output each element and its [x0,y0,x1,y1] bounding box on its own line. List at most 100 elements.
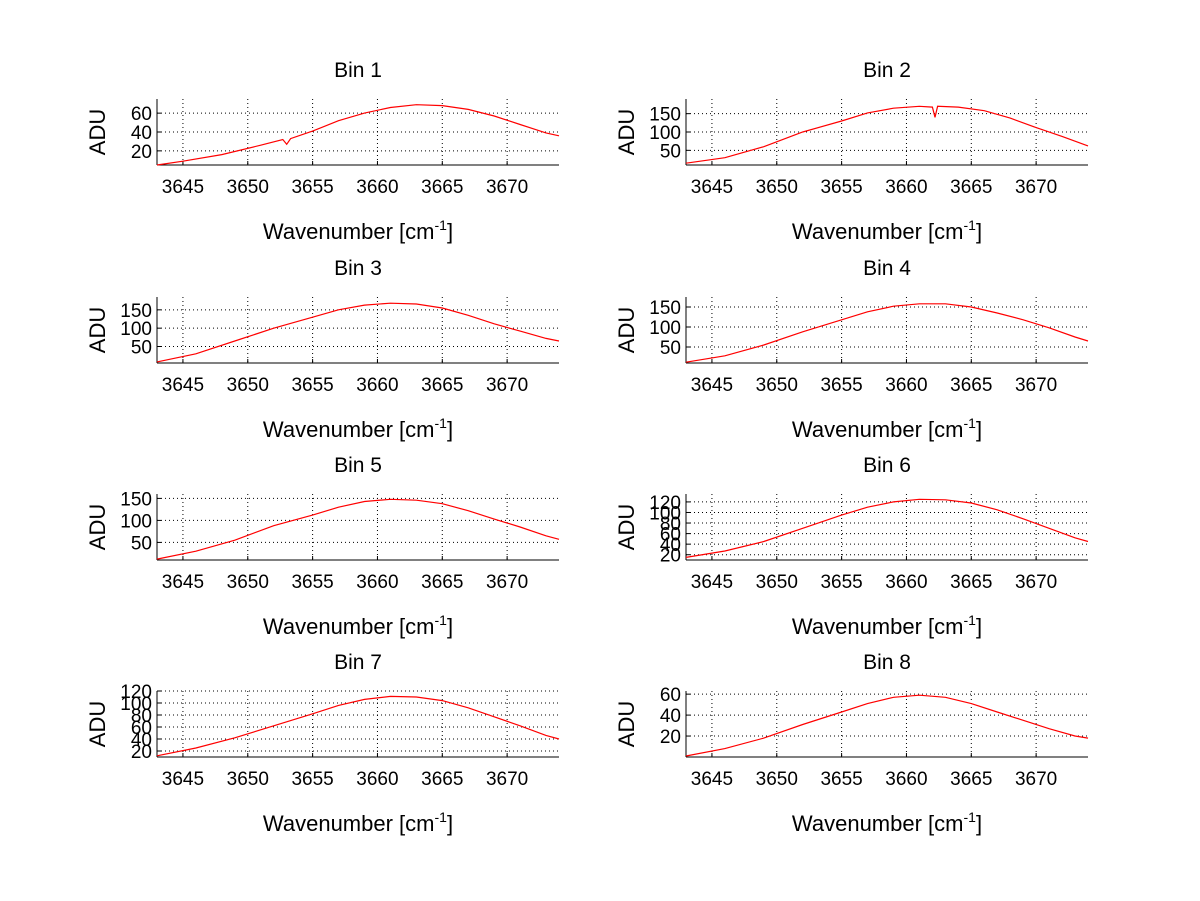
y-tick-label: 60 [660,525,681,546]
x-axis-label-superscript: -1 [964,612,977,628]
y-tick-label: 40 [660,535,681,556]
y-axis-label: ADU [614,504,639,550]
x-tick-label: 3650 [227,375,269,396]
x-tick-label: 3660 [885,572,927,593]
y-tick-label: 100 [649,318,681,339]
y-tick-label: 40 [660,706,681,727]
y-tick-label: 100 [120,319,152,340]
subplot-title: Bin 2 [863,59,911,82]
y-axis-label: ADU [614,109,639,155]
x-axis-label-end: ] [976,219,982,244]
x-tick-label: 3655 [291,572,333,593]
x-tick-label: 3670 [486,769,528,790]
series-line-1 [685,105,1089,164]
subplot-6: Bin 6 3645 3650 3655 3660 3665 3670 20406080100… [614,454,1089,639]
y-tick-label: 20 [131,742,152,763]
x-tick-label: 3665 [421,769,463,790]
y-axis-label: ADU [85,307,110,353]
x-tick-label: 3655 [291,375,333,396]
x-axis-label-end: ] [447,811,453,836]
x-axis-label: Wavenumber [cm-1] [263,809,453,836]
y-tick-label: 120 [649,493,681,514]
x-tick-label: 3650 [756,375,798,396]
x-tick-label: 3670 [1015,375,1057,396]
x-axis-label-main: Wavenumber [cm [263,614,435,639]
y-tick-label: 40 [131,123,152,144]
x-tick-label: 3670 [486,177,528,198]
x-axis-label-superscript: -1 [435,217,448,233]
x-tick-label: 3650 [227,177,269,198]
x-tick-label: 3665 [950,572,992,593]
y-tick-label: 80 [660,514,681,535]
y-axis-label: ADU [85,109,110,155]
y-tick-label: 60 [660,685,681,706]
x-axis-label-end: ] [976,417,982,442]
subplot-title: Bin 5 [334,454,382,477]
y-axis-label: ADU [85,504,110,550]
x-tick-label: 3665 [950,177,992,198]
x-axis-label: Wavenumber [cm-1] [263,612,453,639]
x-tick-label: 3660 [885,177,927,198]
x-tick-label: 3655 [291,769,333,790]
x-tick-label: 3655 [820,177,862,198]
subplot-title: Bin 4 [863,257,911,280]
series-line-1 [685,694,1089,757]
y-tick-label: 100 [649,123,681,144]
x-tick-label: 3655 [291,177,333,198]
y-tick-label: 40 [131,730,152,751]
y-tick-label: 80 [131,706,152,727]
x-axis-label-main: Wavenumber [cm [792,614,964,639]
x-tick-label: 3655 [820,572,862,593]
x-tick-label: 3645 [691,177,733,198]
x-tick-label: 3665 [950,375,992,396]
x-tick-label: 3650 [756,177,798,198]
y-tick-label: 150 [120,489,152,510]
x-axis-label-end: ] [447,614,453,639]
series-line-1 [156,498,560,560]
x-tick-label: 3660 [356,572,398,593]
x-axis-label-superscript: -1 [435,415,448,431]
x-tick-label: 3655 [820,769,862,790]
y-tick-label: 60 [131,718,152,739]
y-axis-label: ADU [614,307,639,353]
x-tick-label: 3645 [691,769,733,790]
y-tick-label: 60 [131,104,152,125]
x-axis-label-end: ] [976,811,982,836]
y-tick-label: 20 [131,142,152,163]
x-tick-label: 3670 [1015,769,1057,790]
y-tick-label: 50 [660,338,681,359]
x-axis-label: Wavenumber [cm-1] [263,415,453,442]
subplot-title: Bin 8 [863,651,911,674]
x-axis-label: Wavenumber [cm-1] [792,415,982,442]
x-axis-label-end: ] [447,417,453,442]
x-tick-label: 3660 [356,177,398,198]
subplot-title: Bin 6 [863,454,911,477]
x-tick-label: 3665 [950,769,992,790]
y-tick-label: 20 [660,546,681,567]
x-tick-label: 3650 [756,769,798,790]
x-axis-label-superscript: -1 [964,809,977,825]
x-axis-label-superscript: -1 [435,612,448,628]
x-axis-label-superscript: -1 [964,415,977,431]
subplot-7: Bin 7 3645 3650 3655 3660 3665 3670 20406080100… [85,651,560,836]
x-axis-label-main: Wavenumber [cm [263,219,435,244]
x-axis-label-end: ] [447,219,453,244]
x-axis-label: Wavenumber [cm-1] [263,217,453,244]
y-tick-label: 150 [120,301,152,322]
x-tick-label: 3650 [227,769,269,790]
x-axis-label-superscript: -1 [964,217,977,233]
x-tick-label: 3645 [162,177,204,198]
y-tick-label: 20 [660,727,681,748]
y-tick-label: 150 [649,298,681,319]
series-line-1 [156,302,560,363]
x-axis-label-main: Wavenumber [cm [792,219,964,244]
x-axis-label-main: Wavenumber [cm [263,811,435,836]
x-tick-label: 3660 [885,375,927,396]
y-tick-label: 50 [131,338,152,359]
